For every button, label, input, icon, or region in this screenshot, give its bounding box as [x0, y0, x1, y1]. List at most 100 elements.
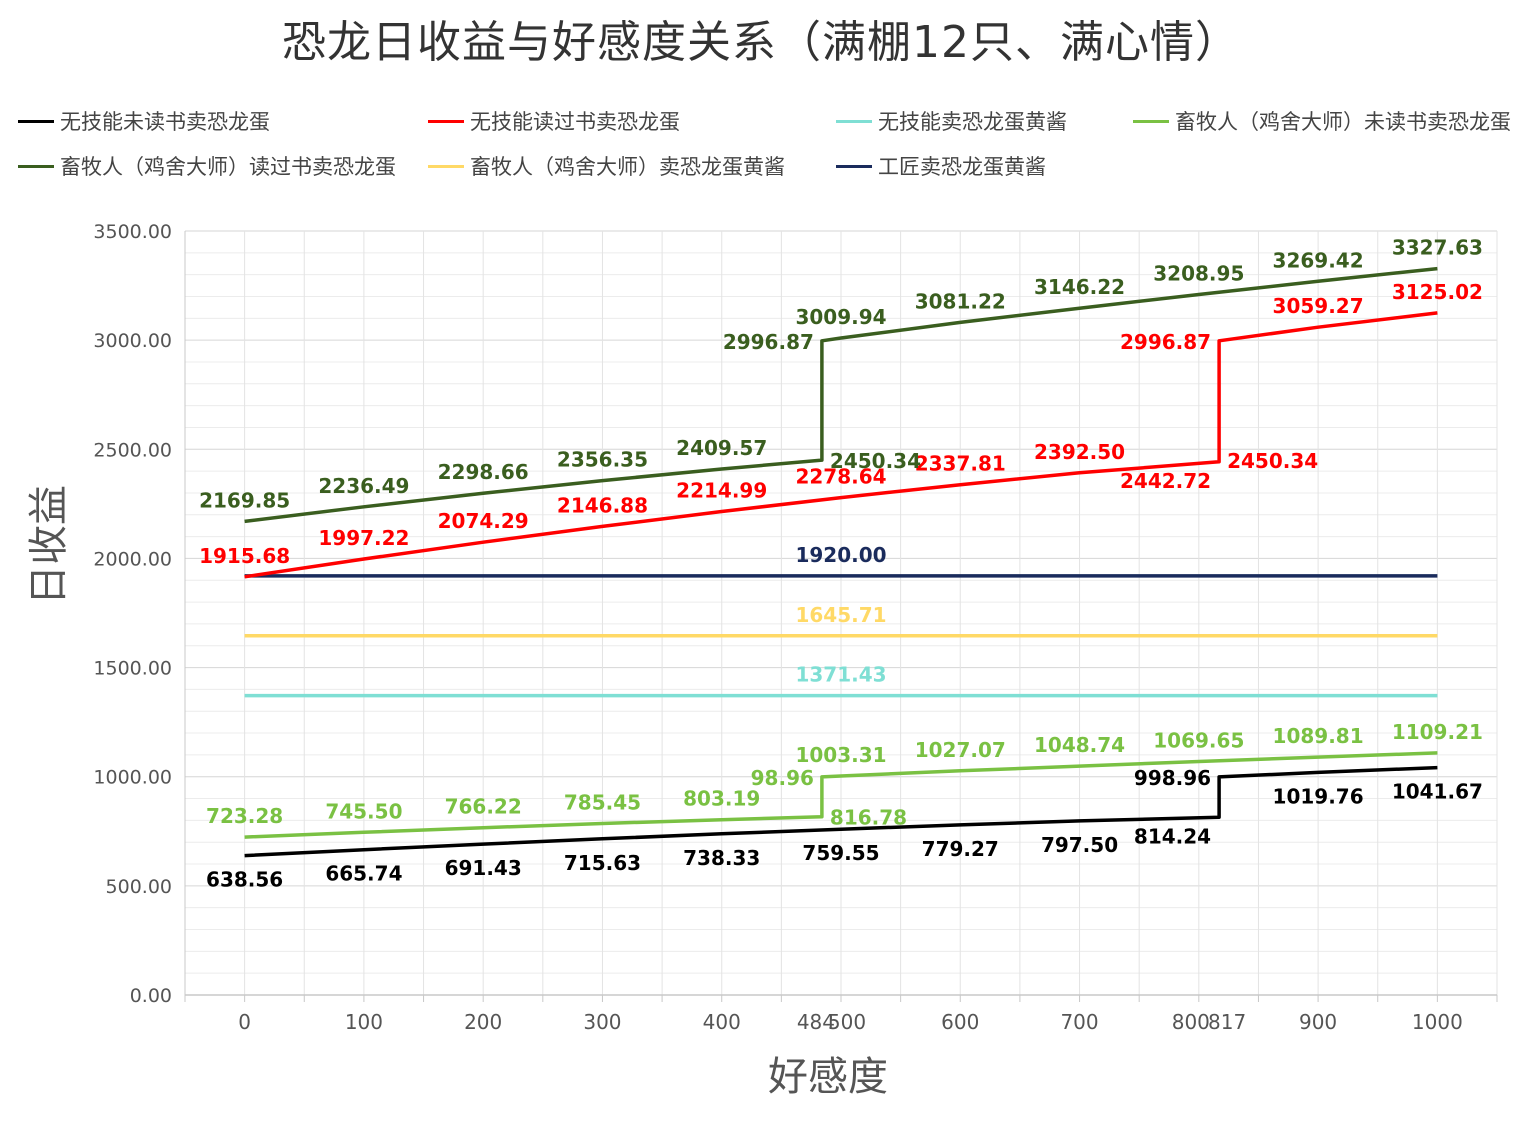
- data-label: 2450.34: [830, 449, 921, 473]
- y-tick-label: 3500.00: [93, 221, 172, 243]
- legend-swatch: [836, 119, 872, 123]
- data-label: 1915.68: [199, 544, 290, 568]
- data-label: 1089.81: [1273, 724, 1364, 748]
- data-label: 3208.95: [1153, 262, 1244, 286]
- data-label: 2356.35: [557, 448, 648, 472]
- y-tick-label: 0.00: [130, 985, 172, 1007]
- legend-swatch: [428, 119, 464, 123]
- legend-item-darkgreen[interactable]: 畜牧人（鸡舍大师）读过书卖恐龙蛋: [18, 151, 396, 181]
- y-tick-label: 1000.00: [93, 767, 172, 789]
- x-tick-label: 700: [1060, 1010, 1098, 1034]
- legend-label: 无技能卖恐龙蛋黄酱: [878, 110, 1067, 134]
- data-label: 2146.88: [557, 493, 648, 517]
- data-label: 998.96: [1134, 766, 1211, 790]
- data-label: 2298.66: [438, 460, 529, 484]
- data-label: 738.33: [683, 846, 760, 870]
- series-layer: [244, 266, 1438, 858]
- data-label: 2278.64: [795, 465, 886, 489]
- x-axis-title: 好感度: [768, 1054, 888, 1100]
- x-tick-label: 200: [464, 1010, 502, 1034]
- data-label: 766.22: [445, 795, 522, 819]
- axis-layer: 0.00 500.00 1000.00 1500.00 2000.00 2500.00 30…: [93, 221, 1498, 1034]
- data-label: 759.55: [802, 841, 879, 865]
- data-label: 2169.85: [199, 488, 290, 512]
- legend-label: 畜牧人（鸡舍大师）未读书卖恐龙蛋: [1175, 110, 1511, 134]
- data-label: 665.74: [325, 862, 402, 886]
- data-label: 1371.43: [795, 663, 886, 687]
- data-label: 2996.87: [1120, 330, 1211, 354]
- legend-label: 无技能未读书卖恐龙蛋: [60, 110, 270, 134]
- data-label: 2392.50: [1034, 440, 1125, 464]
- data-label: 816.78: [830, 806, 907, 830]
- data-label: 2337.81: [915, 452, 1006, 476]
- x-tick-label: 300: [583, 1010, 621, 1034]
- x-tick-label: 800: [1172, 1010, 1210, 1034]
- data-label: 715.63: [564, 851, 641, 875]
- x-tick-label: 0: [238, 1010, 251, 1034]
- data-label: 1027.07: [915, 738, 1006, 762]
- x-tick-label: 484: [797, 1010, 835, 1034]
- data-label: 779.27: [922, 837, 999, 861]
- x-tick-label: 900: [1299, 1010, 1337, 1034]
- y-tick-label: 500.00: [106, 876, 172, 898]
- x-tick-label: 500: [828, 1010, 866, 1034]
- data-label: 1109.21: [1392, 720, 1483, 744]
- data-label: 98.96: [751, 766, 814, 790]
- legend-label: 畜牧人（鸡舍大师）读过书卖恐龙蛋: [60, 155, 396, 179]
- chart-title: 恐龙日收益与好感度关系（满棚12只、满心情）: [282, 17, 1240, 68]
- x-tick-label: 817: [1208, 1010, 1246, 1034]
- data-label: 3081.22: [915, 289, 1006, 313]
- x-tick-label: 1000: [1412, 1010, 1463, 1034]
- data-label: 3009.94: [795, 305, 886, 329]
- data-label: 3125.02: [1392, 280, 1483, 304]
- series-line: [244, 266, 1438, 524]
- series-line: [244, 751, 1438, 839]
- legend-item-navy[interactable]: 工匠卖恐龙蛋黄酱: [836, 151, 1046, 181]
- y-tick-label: 3000.00: [93, 330, 172, 352]
- data-label: 2074.29: [438, 509, 529, 533]
- legend-item-yellow[interactable]: 畜牧人（鸡舍大师）卖恐龙蛋黄酱: [428, 151, 785, 181]
- data-label: 1920.00: [795, 543, 886, 567]
- y-tick-label: 2500.00: [93, 439, 172, 461]
- legend-label: 无技能读过书卖恐龙蛋: [470, 110, 680, 134]
- data-label: 785.45: [564, 791, 641, 815]
- data-label: 3059.27: [1273, 294, 1364, 318]
- series-line: [244, 765, 1438, 858]
- grid-layer: [184, 230, 1498, 996]
- data-label: 1048.74: [1034, 733, 1125, 757]
- legend-swatch: [1133, 119, 1169, 123]
- legend-label: 畜牧人（鸡舍大师）卖恐龙蛋黄酱: [470, 155, 785, 179]
- series-line: [244, 311, 1438, 579]
- data-label: 1997.22: [318, 526, 409, 550]
- data-label: 803.19: [683, 787, 760, 811]
- legend-swatch: [428, 164, 464, 168]
- legend-item-lightgreen[interactable]: 畜牧人（鸡舍大师）未读书卖恐龙蛋: [1133, 106, 1511, 136]
- data-label: 1069.65: [1153, 729, 1244, 753]
- data-label: 797.50: [1041, 833, 1118, 857]
- data-label: 1041.67: [1392, 780, 1483, 804]
- data-label: 814.24: [1134, 824, 1211, 848]
- data-label: 3327.63: [1392, 236, 1483, 260]
- data-label: 2409.57: [676, 436, 767, 460]
- data-label-layer: 638.56 665.74 691.43 715.63 738.33 759.55 779.…: [199, 236, 1483, 892]
- legend-label: 工匠卖恐龙蛋黄酱: [878, 155, 1046, 179]
- data-label: 1019.76: [1273, 784, 1364, 808]
- x-tick-label: 100: [345, 1010, 383, 1034]
- data-label: 723.28: [206, 804, 283, 828]
- legend-item-black[interactable]: 无技能未读书卖恐龙蛋: [18, 106, 270, 136]
- data-label: 3269.42: [1273, 248, 1364, 272]
- legend-swatch: [18, 164, 54, 168]
- data-label: 638.56: [206, 868, 283, 892]
- y-tick-label: 2000.00: [93, 548, 172, 570]
- legend-item-cyan[interactable]: 无技能卖恐龙蛋黄酱: [836, 106, 1067, 136]
- data-label: 2442.72: [1120, 469, 1211, 493]
- legend-item-red[interactable]: 无技能读过书卖恐龙蛋: [428, 106, 680, 136]
- data-label: 2450.34: [1227, 449, 1318, 473]
- legend-swatch: [18, 119, 54, 123]
- x-tick-label: 400: [703, 1010, 741, 1034]
- y-axis-title: 日收益: [26, 485, 72, 605]
- data-label: 3146.22: [1034, 275, 1125, 299]
- legend-swatch: [836, 164, 872, 168]
- data-label: 2214.99: [676, 478, 767, 502]
